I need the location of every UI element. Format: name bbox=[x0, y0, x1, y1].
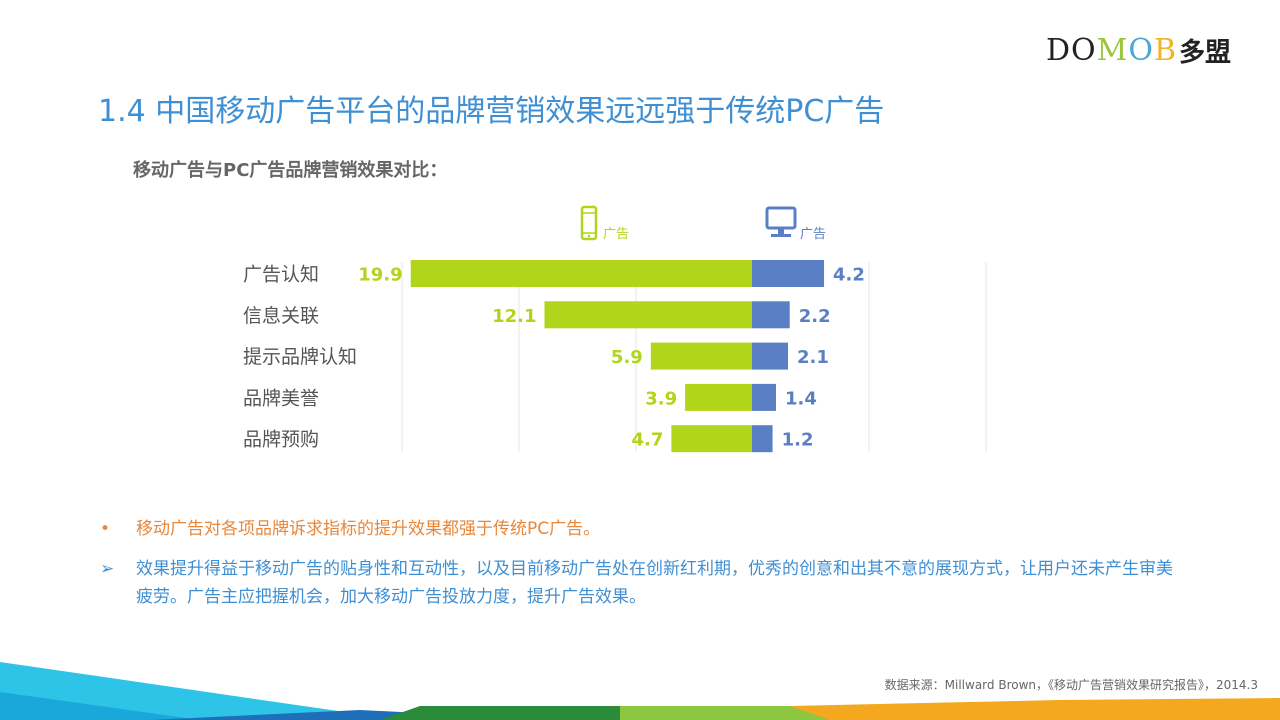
bar-mobile-2 bbox=[650, 342, 752, 370]
page-title: 1.4 中国移动广告平台的品牌营销效果远远强于传统PC广告 bbox=[98, 94, 885, 129]
category-label-1: 信息关联 bbox=[243, 305, 319, 327]
legend-pc: 广告 bbox=[765, 206, 826, 242]
desktop-monitor-icon bbox=[765, 206, 797, 237]
bullet-dot-icon: • bbox=[100, 519, 111, 539]
bullet-text-2: 效果提升得益于移动广告的贴身性和互动性，以及目前移动广告处在创新红利期，优秀的创… bbox=[136, 559, 1173, 607]
bars bbox=[410, 260, 825, 453]
bar-mobile-0 bbox=[410, 260, 752, 287]
bullet-text-1: 移动广告对各项品牌诉求指标的提升效果都强于传统PC广告。 bbox=[136, 519, 601, 539]
label-mobile-3: 3.9 bbox=[645, 388, 677, 409]
label-pc-3: 1.4 bbox=[785, 388, 817, 409]
label-mobile-4: 4.7 bbox=[632, 430, 664, 451]
legend-pc-label: 广告 bbox=[800, 227, 826, 242]
chart-legend: 广告 广告 bbox=[580, 205, 826, 242]
label-mobile-1: 12.1 bbox=[492, 306, 536, 327]
bullet-point-1: • 移动广告对各项品牌诉求指标的提升效果都强于传统PC广告。 bbox=[100, 515, 600, 543]
label-pc-4: 1.2 bbox=[782, 430, 814, 451]
bar-mobile-4 bbox=[671, 425, 752, 453]
bullet-point-2: ➢ 效果提升得益于移动广告的贴身性和互动性，以及目前移动广告处在创新红利期，优秀… bbox=[100, 555, 1180, 611]
label-pc-2: 2.1 bbox=[797, 347, 829, 368]
bullet-arrow-icon: ➢ bbox=[100, 559, 115, 579]
bar-pc-4 bbox=[752, 425, 773, 453]
chart-subtitle: 移动广告与PC广告品牌营销效果对比： bbox=[133, 160, 448, 181]
logo-brand-text: DOMOB bbox=[1046, 32, 1178, 68]
category-label-2: 提示品牌认知 bbox=[243, 346, 357, 368]
domob-logo: DOMOB 多盟 bbox=[1046, 32, 1232, 68]
label-mobile-0: 19.9 bbox=[358, 265, 402, 286]
data-source: 数据来源：Millward Brown，《移动广告营销效果研究报告》，2014.… bbox=[884, 678, 1258, 692]
chart-grid bbox=[401, 262, 987, 452]
category-label-0: 广告认知 bbox=[243, 264, 319, 286]
category-label-4: 品牌预购 bbox=[243, 429, 319, 451]
label-pc-0: 4.2 bbox=[833, 265, 865, 286]
data-labels: 19.9 4.2 12.1 2.2 5.9 2.1 3.9 1.4 4.7 1.2 bbox=[358, 265, 865, 451]
bar-pc-3 bbox=[752, 383, 777, 411]
bar-pc-1 bbox=[752, 301, 790, 329]
category-label-3: 品牌美誉 bbox=[243, 387, 319, 409]
bar-pc-2 bbox=[752, 342, 789, 370]
footer-decoration bbox=[0, 662, 1280, 720]
bar-mobile-3 bbox=[685, 383, 752, 411]
label-pc-1: 2.2 bbox=[799, 306, 831, 327]
label-mobile-2: 5.9 bbox=[611, 347, 643, 368]
mobile-phone-icon bbox=[580, 205, 598, 241]
legend-mobile-label: 广告 bbox=[603, 227, 629, 242]
bar-pc-0 bbox=[752, 260, 825, 287]
logo-chinese-text: 多盟 bbox=[1179, 37, 1232, 68]
bar-mobile-1 bbox=[544, 301, 752, 329]
legend-mobile: 广告 bbox=[580, 205, 629, 242]
